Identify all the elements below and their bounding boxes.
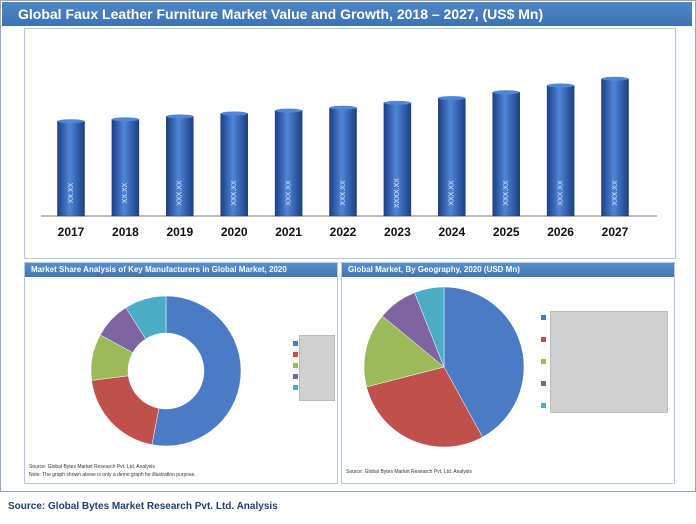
x-tick-label-2025: 2025 xyxy=(493,225,520,239)
donut-chart xyxy=(90,295,242,447)
bar-value-label-2021: XXX.XX xyxy=(285,180,292,206)
pie-chart xyxy=(363,286,525,448)
bar-2020 xyxy=(220,113,248,217)
x-tick-label-2020: 2020 xyxy=(221,225,248,239)
pie-legend-swatch-3 xyxy=(541,359,546,364)
pie-slice-1 xyxy=(443,286,525,438)
bar-2019 xyxy=(166,116,194,217)
donut-legend-box xyxy=(299,335,335,401)
bar-chart: XX.XX 2017 XX.XX 2018 XXX.XX 2019 XXX.XX 2020 XX… xyxy=(41,76,657,239)
bar-cap-2018 xyxy=(111,117,139,122)
bar-value-label-2025: XXX.XX xyxy=(503,180,510,206)
chart-title: Global Faux Leather Furniture Market Val… xyxy=(2,2,692,26)
bar-2025 xyxy=(492,92,520,217)
bar-cap-2025 xyxy=(492,90,520,95)
x-tick-label-2027: 2027 xyxy=(602,225,629,239)
donut-demo-note: Note: The graph shown above is only a de… xyxy=(29,472,196,478)
donut-slice-5 xyxy=(125,295,167,340)
donut-slice-1 xyxy=(151,295,242,447)
bar-cap-2021 xyxy=(275,108,303,113)
bar-cap-2022 xyxy=(329,105,357,110)
pie-source-note: Source: Global Bytes Market Research Pvt… xyxy=(346,469,472,475)
pie-slice-5 xyxy=(414,286,445,368)
donut-slice-2 xyxy=(91,375,160,445)
bar-cap-2017 xyxy=(57,119,85,124)
bar-2021 xyxy=(274,110,303,217)
bar-value-label-2026: XXX.XX xyxy=(557,180,564,206)
bar-2026 xyxy=(546,85,575,217)
x-tick-label-2017: 2017 xyxy=(58,225,85,239)
x-tick-label-2021: 2021 xyxy=(275,225,302,239)
donut-chart-panel: Market Share Analysis of Key Manufacture… xyxy=(24,262,338,484)
bar-value-label-2020: XXX.XX xyxy=(231,180,238,206)
pie-legend-swatch-1 xyxy=(541,315,546,320)
pie-legend-swatch-4 xyxy=(541,381,546,386)
bar-value-label-2017: XX.XX xyxy=(68,182,75,203)
x-tick-label-2024: 2024 xyxy=(438,225,465,239)
bar-cap-2020 xyxy=(220,111,248,116)
x-tick-label-2019: 2019 xyxy=(166,225,193,239)
bar-cap-2023 xyxy=(383,100,411,105)
pie-slice-2 xyxy=(366,366,483,448)
x-tick-label-2023: 2023 xyxy=(384,225,411,239)
donut-legend-swatch-4 xyxy=(293,374,298,379)
bar-2023 xyxy=(383,102,412,217)
bar-chart-panel: XX.XX 2017 XX.XX 2018 XXX.XX 2019 XXX.XX 2020 XX… xyxy=(24,28,676,259)
donut-legend-swatch-2 xyxy=(293,352,298,357)
x-tick-label-2018: 2018 xyxy=(112,225,139,239)
bar-value-label-2023: XXXX.XX xyxy=(394,178,401,208)
donut-source-note: Source: Global Bytes Market Research Pvt… xyxy=(29,464,155,470)
bar-value-label-2022: XXX.XX xyxy=(340,180,347,206)
x-tick-label-2022: 2022 xyxy=(330,225,357,239)
pie-legend-box xyxy=(550,311,668,413)
bar-2017 xyxy=(57,121,85,217)
pie-chart-panel: Global Market, By Geography, 2020 (USD M… xyxy=(341,262,675,484)
pie-legend-swatch-2 xyxy=(541,337,546,342)
pie-legend-swatch-5 xyxy=(541,403,546,408)
x-tick-label-2026: 2026 xyxy=(547,225,574,239)
bar-cap-2019 xyxy=(166,114,194,119)
bar-cap-2026 xyxy=(547,83,575,88)
pie-chart-title: Global Market, By Geography, 2020 (USD M… xyxy=(342,263,674,277)
pie-slice-3 xyxy=(363,315,445,388)
bar-value-label-2019: XXX.XX xyxy=(177,180,184,206)
bar-cap-2024 xyxy=(438,96,466,101)
footer-source: Source: Global Bytes Market Research Pvt… xyxy=(0,491,696,524)
bar-value-label-2027: XXX.XX xyxy=(612,180,619,206)
bar-2027 xyxy=(601,78,629,217)
bar-value-label-2024: XXX.XX xyxy=(449,180,456,206)
bar-2022 xyxy=(329,107,357,217)
bar-cap-2027 xyxy=(601,76,629,81)
donut-chart-title: Market Share Analysis of Key Manufacture… xyxy=(25,263,337,277)
donut-legend-swatch-3 xyxy=(293,363,298,368)
donut-legend-swatch-5 xyxy=(293,385,298,390)
donut-legend-swatch-1 xyxy=(293,341,298,346)
bar-2024 xyxy=(438,97,466,217)
bar-value-label-2018: XX.XX xyxy=(122,182,129,203)
